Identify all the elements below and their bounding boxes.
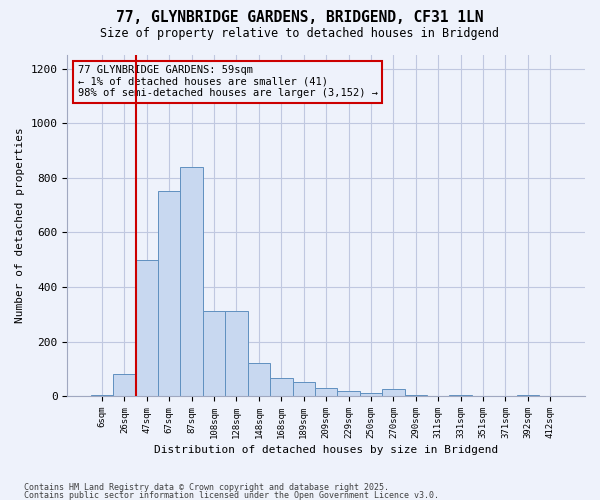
- Bar: [404, 394, 427, 396]
- Bar: [360, 394, 382, 396]
- Bar: [382, 390, 404, 396]
- Bar: [181, 167, 203, 396]
- X-axis label: Distribution of detached houses by size in Bridgend: Distribution of detached houses by size …: [154, 445, 498, 455]
- Bar: [270, 378, 293, 396]
- Bar: [113, 374, 136, 396]
- Text: Size of property relative to detached houses in Bridgend: Size of property relative to detached ho…: [101, 28, 499, 40]
- Text: Contains public sector information licensed under the Open Government Licence v3: Contains public sector information licen…: [24, 491, 439, 500]
- Text: 77, GLYNBRIDGE GARDENS, BRIDGEND, CF31 1LN: 77, GLYNBRIDGE GARDENS, BRIDGEND, CF31 1…: [116, 10, 484, 25]
- Y-axis label: Number of detached properties: Number of detached properties: [15, 128, 25, 324]
- Bar: [248, 364, 270, 396]
- Bar: [136, 260, 158, 396]
- Text: Contains HM Land Registry data © Crown copyright and database right 2025.: Contains HM Land Registry data © Crown c…: [24, 484, 389, 492]
- Bar: [337, 390, 360, 396]
- Bar: [158, 192, 181, 396]
- Bar: [293, 382, 315, 396]
- Bar: [203, 312, 225, 396]
- Bar: [449, 394, 472, 396]
- Bar: [225, 312, 248, 396]
- Bar: [91, 394, 113, 396]
- Bar: [315, 388, 337, 396]
- Text: 77 GLYNBRIDGE GARDENS: 59sqm
← 1% of detached houses are smaller (41)
98% of sem: 77 GLYNBRIDGE GARDENS: 59sqm ← 1% of det…: [77, 65, 377, 98]
